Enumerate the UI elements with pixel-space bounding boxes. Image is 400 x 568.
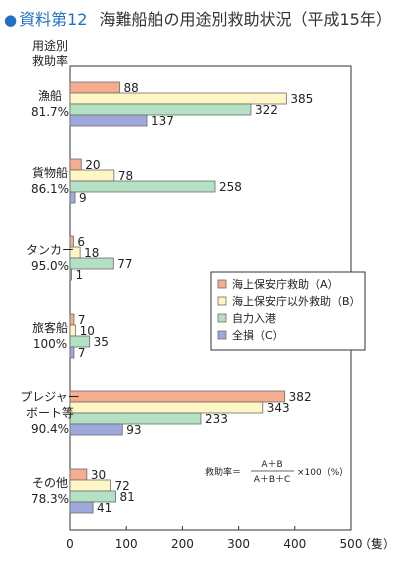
bar — [69, 335, 91, 348]
data-label: 1 — [76, 268, 84, 282]
bar — [69, 114, 148, 127]
category-label: 100% — [33, 337, 67, 351]
category-label: プレジャー — [20, 390, 79, 404]
data-label: 6 — [77, 235, 85, 249]
bar — [69, 103, 252, 116]
data-label: 41 — [97, 501, 112, 515]
title-sub: 海難船舶の用途別救助状況（平成15年） — [99, 10, 392, 29]
bar — [69, 81, 120, 94]
bar — [69, 257, 114, 270]
data-label: 258 — [219, 180, 242, 194]
data-label: 7 — [78, 313, 86, 327]
data-label: 322 — [255, 103, 278, 117]
x-tick-label: 500 — [340, 537, 363, 551]
category-label: ボート等 — [26, 406, 74, 420]
category-label: 旅客船 — [32, 320, 68, 335]
category-label: 95.0% — [31, 259, 69, 273]
category-label: その他 — [32, 476, 68, 490]
title-bullet-icon: ● — [4, 11, 18, 29]
bar — [69, 92, 287, 105]
legend-label: 自力入港 — [232, 312, 276, 325]
bar — [69, 423, 123, 436]
data-label: 72 — [114, 479, 129, 493]
bar — [69, 191, 76, 204]
x-tick-label: 300 — [227, 537, 250, 551]
bar — [69, 468, 88, 481]
x-axis-unit: （隻） — [359, 536, 395, 551]
formula-numerator: A＋B — [261, 459, 282, 470]
category-label: 漁船 — [38, 89, 62, 103]
x-tick-label: 100 — [115, 537, 138, 551]
data-label: 77 — [117, 257, 132, 271]
formula-denominator: A＋B＋C — [254, 474, 291, 485]
category-label: 貨物船 — [32, 165, 68, 180]
data-label: 343 — [267, 401, 290, 415]
category-label: 78.3% — [31, 492, 69, 506]
data-label: 78 — [118, 169, 133, 183]
data-label: 137 — [151, 114, 174, 128]
bar — [69, 346, 75, 359]
legend-label: 海上保安庁以外救助（B） — [232, 294, 361, 308]
data-label: 88 — [123, 81, 138, 95]
legend-swatch — [217, 296, 227, 306]
legend-swatch — [217, 313, 227, 323]
bar — [69, 401, 264, 414]
bar — [69, 324, 77, 337]
data-label: 35 — [94, 335, 109, 349]
data-label: 382 — [289, 390, 312, 404]
category-label: 86.1% — [31, 182, 69, 196]
title-main: 資料第12 — [19, 10, 88, 29]
legend-label: 海上保安庁救助（A） — [232, 277, 339, 291]
data-label: 20 — [85, 158, 100, 172]
bar — [69, 268, 72, 281]
formula-rhs: ×100（%） — [297, 467, 348, 478]
bar — [69, 313, 75, 326]
y-axis-heading: 救助率 — [32, 53, 68, 68]
bar — [69, 412, 202, 425]
bar — [69, 180, 216, 193]
formula-lhs: 救助率＝ — [205, 466, 241, 478]
data-label: 81 — [120, 490, 135, 504]
legend-box — [210, 271, 366, 351]
legend-swatch — [217, 330, 227, 340]
chart-title: ● 資料第12 海難船舶の用途別救助状況（平成15年） — [4, 6, 392, 30]
x-tick-label: 200 — [171, 537, 194, 551]
bar — [69, 390, 286, 403]
data-label: 233 — [205, 412, 228, 426]
data-label: 30 — [91, 468, 106, 482]
category-label: 81.7% — [31, 105, 69, 119]
bar — [69, 501, 94, 514]
bar — [69, 169, 115, 182]
bar — [69, 158, 82, 171]
legend-label: 全損（C） — [232, 328, 284, 342]
x-tick-label: 0 — [66, 537, 74, 551]
data-label: 10 — [80, 324, 95, 338]
x-tick-label: 400 — [283, 537, 306, 551]
legend-swatch — [217, 279, 227, 289]
category-label: 90.4% — [31, 422, 69, 436]
y-axis-heading: 用途別 — [32, 38, 68, 53]
bar — [69, 479, 111, 492]
data-label: 385 — [290, 92, 313, 106]
data-label: 9 — [79, 191, 87, 205]
data-label: 18 — [84, 246, 99, 260]
data-label: 93 — [126, 423, 141, 437]
data-label: 7 — [78, 346, 86, 360]
category-label: タンカー — [26, 243, 74, 257]
